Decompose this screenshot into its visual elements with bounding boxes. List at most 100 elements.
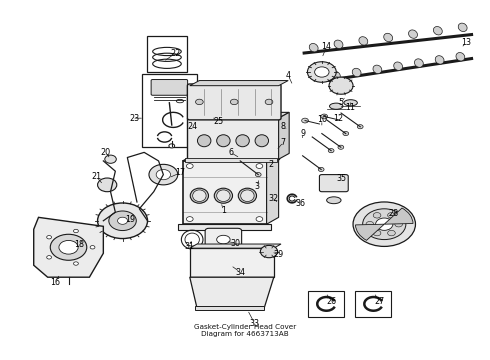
Bar — [185, 158, 277, 162]
Circle shape — [373, 230, 381, 236]
Ellipse shape — [334, 40, 343, 49]
Ellipse shape — [238, 188, 257, 203]
Circle shape — [388, 212, 395, 218]
Wedge shape — [384, 208, 413, 224]
Text: 17: 17 — [175, 168, 185, 177]
Bar — [190, 248, 274, 277]
Circle shape — [47, 256, 51, 259]
Text: 34: 34 — [235, 267, 245, 276]
FancyBboxPatch shape — [178, 224, 271, 230]
Ellipse shape — [193, 190, 206, 202]
Circle shape — [256, 217, 263, 221]
Text: 6: 6 — [228, 148, 233, 157]
Wedge shape — [355, 224, 384, 240]
Polygon shape — [279, 112, 289, 159]
Text: 20: 20 — [100, 148, 111, 157]
Text: 35: 35 — [336, 174, 346, 183]
Circle shape — [366, 221, 374, 227]
Polygon shape — [187, 112, 289, 118]
Circle shape — [321, 114, 328, 119]
Ellipse shape — [327, 197, 341, 204]
Text: 16: 16 — [50, 278, 60, 287]
Text: 22: 22 — [170, 49, 180, 58]
FancyBboxPatch shape — [187, 84, 281, 120]
Text: 1: 1 — [221, 206, 226, 215]
Circle shape — [169, 144, 174, 148]
Circle shape — [90, 246, 95, 249]
Ellipse shape — [435, 56, 444, 64]
Circle shape — [109, 211, 136, 230]
Circle shape — [59, 240, 78, 254]
Circle shape — [98, 203, 147, 239]
Ellipse shape — [329, 103, 343, 109]
Polygon shape — [190, 244, 281, 248]
Circle shape — [260, 246, 278, 258]
Text: 14: 14 — [321, 42, 332, 51]
Text: 8: 8 — [281, 122, 286, 131]
Text: 25: 25 — [214, 117, 224, 126]
Text: 2: 2 — [269, 160, 274, 169]
Ellipse shape — [433, 27, 442, 35]
Ellipse shape — [217, 135, 230, 147]
FancyBboxPatch shape — [319, 175, 348, 192]
Bar — [142, 74, 197, 147]
Text: 23: 23 — [129, 114, 140, 123]
Ellipse shape — [190, 188, 209, 203]
Circle shape — [328, 149, 334, 153]
Circle shape — [388, 230, 395, 236]
Circle shape — [186, 217, 193, 221]
Text: 9: 9 — [300, 129, 305, 138]
Text: 26: 26 — [326, 297, 337, 306]
Text: 30: 30 — [230, 238, 241, 248]
Text: 13: 13 — [461, 39, 471, 48]
Circle shape — [338, 145, 343, 149]
Text: Gasket-Cylinder Head Cover
Diagram for 4663713AB: Gasket-Cylinder Head Cover Diagram for 4… — [194, 324, 296, 337]
Ellipse shape — [384, 33, 392, 42]
Circle shape — [256, 164, 263, 168]
Polygon shape — [190, 277, 274, 308]
Circle shape — [315, 67, 329, 77]
Circle shape — [230, 99, 238, 105]
Ellipse shape — [456, 53, 465, 61]
Ellipse shape — [373, 65, 382, 73]
Text: 33: 33 — [249, 319, 260, 328]
Circle shape — [50, 234, 87, 260]
Circle shape — [307, 62, 336, 82]
Text: 12: 12 — [334, 114, 343, 123]
Text: 15: 15 — [343, 81, 353, 90]
FancyBboxPatch shape — [205, 228, 242, 251]
Text: 32: 32 — [269, 194, 279, 203]
Ellipse shape — [359, 37, 368, 45]
Text: 7: 7 — [281, 138, 286, 147]
Circle shape — [373, 212, 381, 218]
Polygon shape — [183, 154, 279, 161]
Polygon shape — [267, 154, 279, 224]
Ellipse shape — [352, 68, 361, 77]
Circle shape — [149, 164, 178, 185]
Ellipse shape — [241, 190, 254, 202]
Bar — [207, 110, 233, 135]
Text: 29: 29 — [273, 251, 284, 260]
Ellipse shape — [394, 62, 403, 71]
Ellipse shape — [458, 23, 467, 32]
Circle shape — [357, 125, 363, 129]
Ellipse shape — [214, 188, 233, 203]
Circle shape — [196, 99, 203, 105]
Circle shape — [47, 235, 51, 239]
Ellipse shape — [344, 100, 357, 106]
FancyBboxPatch shape — [183, 161, 267, 224]
FancyBboxPatch shape — [187, 118, 279, 159]
Text: 4: 4 — [286, 71, 291, 80]
Circle shape — [363, 209, 406, 240]
Circle shape — [105, 155, 116, 163]
FancyBboxPatch shape — [151, 80, 188, 95]
Circle shape — [329, 77, 353, 94]
Text: 10: 10 — [317, 115, 327, 125]
Text: 5: 5 — [339, 98, 343, 107]
Circle shape — [74, 262, 78, 265]
Ellipse shape — [176, 99, 184, 103]
Circle shape — [118, 217, 127, 224]
Ellipse shape — [197, 135, 211, 147]
Circle shape — [343, 131, 349, 136]
Text: 24: 24 — [187, 122, 197, 131]
